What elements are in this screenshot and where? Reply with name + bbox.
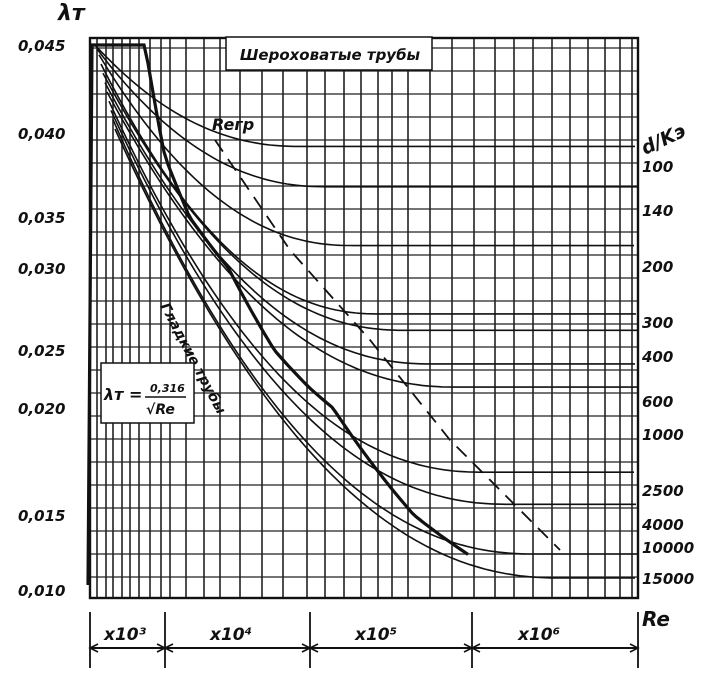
formula-box: λт = 0,316 √Re — [100, 362, 195, 424]
y-tick-labels: 0,045 0,040 0,035 0,030 0,025 0,020 0,015 0,010 — [18, 37, 65, 600]
y-tick-label: 0,035 — [18, 209, 65, 227]
y-tick-label: 0,025 — [18, 342, 65, 360]
decade-label: x10⁵ — [354, 625, 397, 645]
decade-arrow-left — [88, 643, 99, 653]
right-label: 600 — [642, 393, 673, 411]
roughness-curve-100 — [94, 44, 635, 148]
critical-re-label: Reгр — [212, 115, 254, 134]
right-label: 4000 — [641, 516, 684, 534]
formula-denominator: √Re — [146, 402, 175, 418]
right-axis-label: d/Kэ — [638, 120, 689, 160]
roughness-curve-4000 — [110, 110, 636, 506]
y-tick-label: 0,015 — [18, 507, 65, 525]
chart-title: Шероховатые трубы — [240, 46, 421, 64]
smooth-pipe-curve — [86, 43, 469, 586]
y-tick-label: 0,045 — [18, 37, 65, 55]
decade-label: x10⁴ — [209, 625, 252, 645]
right-label: 300 — [642, 314, 673, 332]
right-label: 2500 — [642, 482, 684, 500]
formula-lhs: λт = — [103, 385, 142, 404]
y-tick-label: 0,030 — [18, 260, 65, 278]
decade-arrow-right — [629, 643, 640, 653]
right-label: 200 — [642, 258, 673, 276]
y-tick-label: 0,010 — [18, 582, 65, 600]
y-tick-label: 0,040 — [18, 125, 65, 143]
critical-re-line — [214, 139, 561, 551]
chart-curves — [86, 43, 638, 586]
roughness-curve-10000 — [112, 119, 638, 555]
right-label: 10000 — [642, 539, 694, 557]
y-axis-label: λт — [57, 1, 86, 26]
decade-arrow-left — [163, 643, 174, 653]
roughness-curve-200 — [98, 54, 634, 247]
decade-label: x10⁶ — [517, 625, 560, 645]
x-axis-label: Re — [642, 607, 670, 631]
right-label: 1000 — [642, 426, 684, 444]
decade-arrow-left — [470, 643, 481, 653]
decade-arrow-left — [308, 643, 319, 653]
formula-numerator: 0,316 — [150, 382, 185, 395]
right-label: 100 — [642, 158, 673, 176]
roughness-curve-400 — [102, 72, 638, 332]
y-tick-label: 0,020 — [18, 400, 65, 418]
roughness-curve-300 — [100, 63, 636, 315]
right-label: 140 — [642, 202, 673, 220]
roughness-curve-2500 — [108, 100, 634, 473]
right-labels: 100 140 200 300 400 600 1000 2500 4000 10000 15000 — [641, 158, 694, 588]
decade-bar: x10³ x10⁴ x10⁵ x10⁶ — [88, 612, 640, 668]
roughness-curve-140 — [96, 48, 637, 188]
right-label: 400 — [641, 348, 673, 366]
roughness-curve-600 — [104, 82, 635, 365]
roughness-curve-1000 — [106, 91, 637, 388]
right-label: 15000 — [642, 570, 694, 588]
chart-grid — [90, 38, 638, 598]
title-box: Шероховатые трубы — [225, 36, 433, 71]
decade-label: x10³ — [103, 625, 147, 645]
roughness-curve-15000 — [114, 128, 635, 579]
